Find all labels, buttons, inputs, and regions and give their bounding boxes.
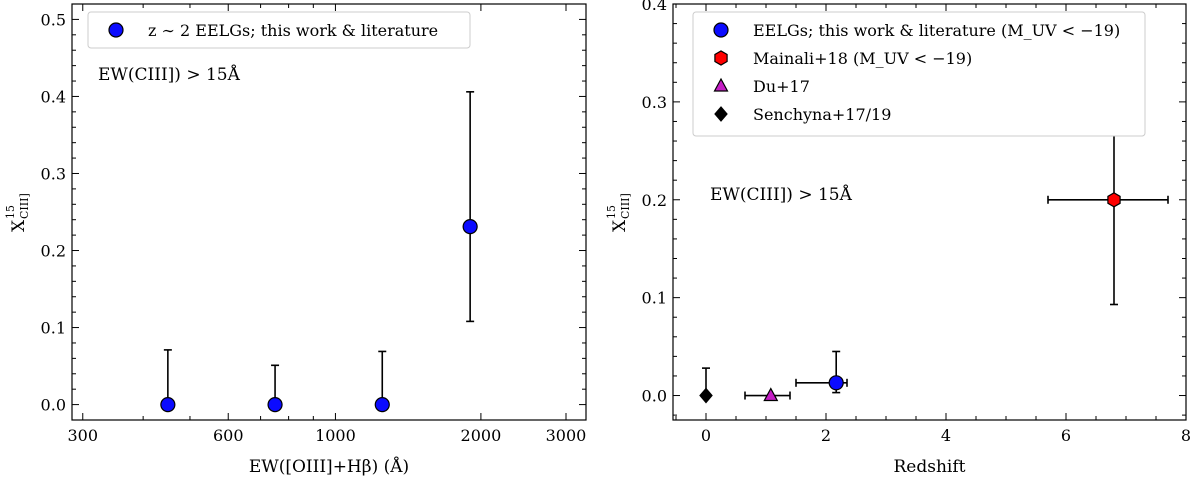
data-point bbox=[160, 396, 176, 413]
y-axis-label-sup: 15 bbox=[4, 205, 17, 219]
legend-marker bbox=[714, 50, 728, 66]
y-axis-label-sub: CIII] bbox=[619, 193, 632, 219]
x-tick-label: 0 bbox=[701, 426, 711, 445]
data-point bbox=[374, 396, 390, 413]
x-tick-label: 2000 bbox=[461, 426, 502, 445]
y-tick-label: 0.4 bbox=[642, 0, 667, 14]
right-panel: 0 2 4 6 8 0.0 0.1 0.2 0.3 0.4 Redshift X15 CIII] EW(C… bbox=[605, 0, 1191, 477]
y-tick-label: 0.3 bbox=[41, 164, 66, 183]
x-axis-label: Redshift bbox=[894, 457, 966, 477]
annotation-text: EW(CIII]) > 15Å bbox=[710, 184, 853, 205]
plot-frame bbox=[672, 3, 1187, 421]
y-tick-label: 0.0 bbox=[41, 396, 66, 415]
y-axis-label-main: X bbox=[9, 219, 29, 232]
series-group bbox=[160, 91, 478, 413]
annotation-text: EW(CIII]) > 15Å bbox=[98, 64, 241, 85]
legend-entry: Mainali+18 (M_UV < −19) bbox=[753, 49, 972, 68]
legend-entry: Du+17 bbox=[753, 77, 810, 96]
x-tick-label: 8 bbox=[1181, 426, 1191, 445]
y-axis-label-sub: CIII] bbox=[18, 193, 31, 219]
x-tick-label: 6 bbox=[1061, 426, 1071, 445]
legend-marker bbox=[713, 77, 729, 92]
x-tick-label: 3000 bbox=[546, 426, 587, 445]
y-tick-label: 0.5 bbox=[41, 10, 66, 29]
legend: EELGs; this work & literature (M_UV < −1… bbox=[692, 11, 1146, 137]
y-tick-label: 0.3 bbox=[642, 93, 667, 112]
y-tick-label: 0.4 bbox=[41, 87, 66, 106]
legend-marker bbox=[714, 106, 728, 122]
y-tick-label: 0.2 bbox=[642, 191, 667, 210]
y-tick-label: 0.1 bbox=[41, 319, 66, 338]
legend-label: Mainali+18 bbox=[753, 49, 848, 68]
data-point bbox=[1107, 192, 1121, 208]
legend-label: z ∼ 2 EELGs; this work & literature bbox=[148, 21, 438, 40]
data-point bbox=[828, 375, 844, 391]
series-group bbox=[699, 367, 713, 404]
x-tick-label: 300 bbox=[67, 426, 98, 445]
y-axis-label-sup: 15 bbox=[605, 205, 618, 219]
legend-frame bbox=[87, 11, 471, 49]
legend-label: EELGs; this work & literature bbox=[753, 21, 996, 40]
legend-entry: EELGs; this work & literature (M_UV < −1… bbox=[753, 21, 1120, 40]
legend: z ∼ 2 EELGs; this work & literature bbox=[87, 11, 471, 49]
legend-marker bbox=[713, 22, 729, 38]
data-point bbox=[462, 219, 478, 235]
legend-entry: z ∼ 2 EELGs; this work & literature bbox=[148, 21, 438, 40]
y-axis-label-main: X bbox=[610, 219, 630, 232]
legend-marker bbox=[108, 22, 124, 38]
plot-frame bbox=[71, 3, 587, 421]
legend-label: Senchyna+17/19 bbox=[753, 105, 891, 124]
x-axis-label: EW([OIII]+Hβ) (Å) bbox=[249, 456, 409, 477]
series-group bbox=[795, 350, 848, 394]
x-tick-label: 600 bbox=[213, 426, 244, 445]
y-tick-label: 0.2 bbox=[41, 242, 66, 261]
data-point bbox=[267, 396, 283, 413]
legend-suffix: (M_UV < −19) bbox=[848, 49, 972, 68]
x-tick-label: 1000 bbox=[315, 426, 356, 445]
legend-suffix: (M_UV < −19) bbox=[996, 21, 1120, 40]
legend-frame bbox=[692, 11, 1146, 137]
y-axis-label: X15 CIII] bbox=[4, 193, 31, 232]
x-tick-label: 2 bbox=[821, 426, 831, 445]
y-tick-label: 0.1 bbox=[642, 289, 667, 308]
y-axis-label: X15 CIII] bbox=[605, 193, 632, 232]
data-point bbox=[763, 387, 779, 402]
x-tick-label: 4 bbox=[941, 426, 951, 445]
legend-entry: Senchyna+17/19 bbox=[753, 105, 891, 124]
data-point bbox=[699, 387, 713, 404]
series-group bbox=[744, 387, 791, 402]
y-tick-label: 0.0 bbox=[642, 387, 667, 406]
left-panel: 300 600 1000 2000 3000 0.0 0.1 0.2 0.3 0.4 0.5 EW([… bbox=[4, 3, 587, 477]
legend-label: Du+17 bbox=[753, 77, 810, 96]
